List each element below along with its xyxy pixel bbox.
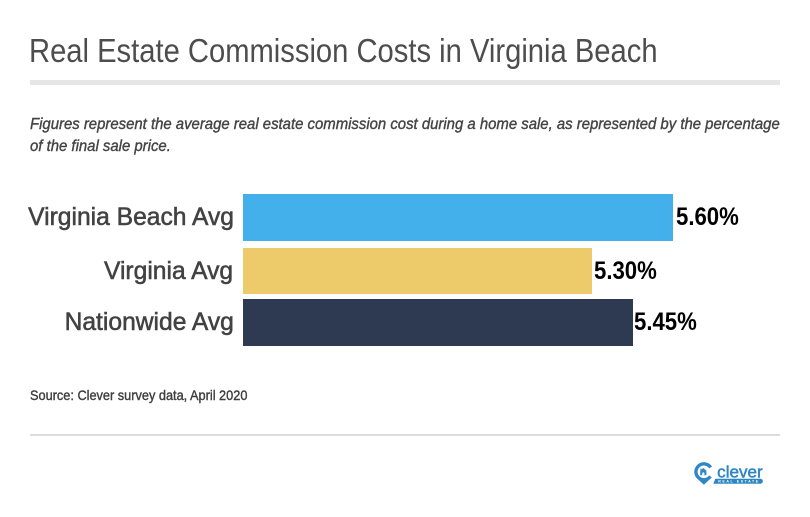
svg-text:clever: clever [717, 462, 763, 481]
svg-text:REAL ESTATE: REAL ESTATE [718, 480, 759, 484]
